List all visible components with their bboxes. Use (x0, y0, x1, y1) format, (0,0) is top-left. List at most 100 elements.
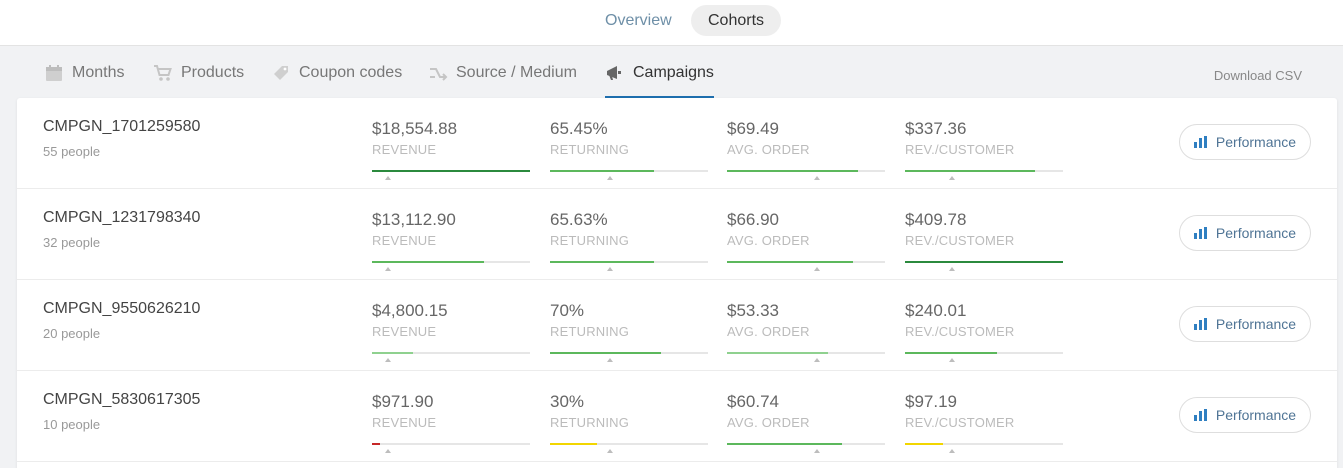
returning-metric: 70% RETURNING (550, 301, 708, 362)
average-marker-icon (949, 176, 956, 180)
average-marker-icon (384, 449, 391, 453)
average-marker-icon (607, 449, 614, 453)
revenue-bar (372, 170, 530, 172)
average-marker-icon (814, 176, 821, 180)
revenue-metric: $18,554.88 REVENUE (372, 119, 530, 180)
rev-customer-value: $97.19 (905, 392, 957, 411)
subtab-source-medium[interactable]: Source / Medium (428, 47, 577, 98)
rev-customer-value: $240.01 (905, 301, 967, 320)
returning-label: RETURNING (550, 324, 630, 339)
returning-metric: 65.45% RETURNING (550, 119, 708, 180)
avg-order-bar (727, 352, 885, 354)
returning-value: 30% (550, 392, 585, 411)
rev-customer-value: $337.36 (905, 119, 967, 138)
rev-customer-metric: $240.01 REV./CUSTOMER (905, 301, 1063, 362)
rev-customer-bar-fill (905, 170, 1035, 172)
rev-customer-bar (905, 170, 1063, 172)
avg-order-bar (727, 261, 885, 263)
performance-label: Performance (1215, 225, 1297, 241)
revenue-value: $13,112.90 (372, 210, 456, 229)
subtab-label: Months (72, 63, 125, 81)
avg-order-bar-fill (727, 352, 829, 354)
avg-order-bar (727, 443, 885, 445)
avg-order-bar-fill (727, 261, 854, 263)
rev-customer-metric: $337.36 REV./CUSTOMER (905, 119, 1063, 180)
average-marker-icon (607, 176, 614, 180)
average-marker-icon (949, 267, 956, 271)
people-count: 10 people (43, 417, 101, 432)
tab-cohorts[interactable]: Cohorts (691, 5, 782, 36)
rev-customer-metric: $409.78 REV./CUSTOMER (905, 210, 1063, 271)
subtab-coupon-codes[interactable]: Coupon codes (271, 47, 402, 98)
shuffle-icon (430, 67, 448, 81)
tab-overview[interactable]: Overview (605, 12, 672, 29)
avg-order-bar (727, 170, 885, 172)
returning-metric: 65.63% RETURNING (550, 210, 708, 271)
people-count: 55 people (43, 144, 101, 159)
avg-order-label: AVG. ORDER (727, 233, 810, 248)
subtab-months[interactable]: Months (44, 47, 124, 98)
rev-customer-metric: $97.19 REV./CUSTOMER (905, 392, 1063, 453)
revenue-bar (372, 443, 530, 445)
rev-customer-label: REV./CUSTOMER (905, 142, 1015, 157)
calendar-icon (46, 64, 62, 81)
rev-customer-label: REV./CUSTOMER (905, 415, 1015, 430)
subtab-products[interactable]: Products (153, 47, 244, 98)
avg-order-value: $53.33 (727, 301, 779, 320)
returning-value: 65.45% (550, 119, 608, 138)
rev-customer-label: REV./CUSTOMER (905, 233, 1015, 248)
avg-order-metric: $60.74 AVG. ORDER (727, 392, 885, 453)
rev-customer-bar (905, 352, 1063, 354)
rev-customer-bar-fill (905, 443, 943, 445)
performance-button[interactable]: Performance (1179, 215, 1311, 251)
average-marker-icon (949, 449, 956, 453)
returning-bar-fill (550, 261, 655, 263)
performance-label: Performance (1215, 134, 1297, 150)
revenue-bar-fill (372, 261, 485, 263)
subtab-label: Coupon codes (299, 63, 403, 81)
average-marker-icon (384, 176, 391, 180)
revenue-label: REVENUE (372, 142, 437, 157)
avg-order-bar-fill (727, 443, 843, 445)
performance-label: Performance (1215, 407, 1297, 423)
average-marker-icon (814, 449, 821, 453)
performance-button[interactable]: Performance (1179, 397, 1311, 433)
table-row: CMPGN_9550626210 20 people $4,800.15 REV… (17, 280, 1337, 371)
revenue-metric: $13,112.90 REVENUE (372, 210, 530, 271)
average-marker-icon (814, 267, 821, 271)
campaign-name: CMPGN_1701259580 (43, 118, 201, 135)
table-row: CMPGN_5830617305 10 people $971.90 REVEN… (17, 371, 1337, 462)
avg-order-metric: $66.90 AVG. ORDER (727, 210, 885, 271)
avg-order-value: $69.49 (727, 119, 779, 138)
cart-icon (154, 64, 172, 81)
revenue-label: REVENUE (372, 415, 437, 430)
average-marker-icon (814, 358, 821, 362)
performance-label: Performance (1215, 316, 1297, 332)
top-bar: Overview Cohorts (0, 0, 1343, 46)
download-csv-link[interactable]: Download CSV (1213, 68, 1302, 83)
table-row: CMPGN_1231798340 32 people $13,112.90 RE… (17, 189, 1337, 280)
campaign-name: CMPGN_9550626210 (43, 300, 201, 317)
performance-button[interactable]: Performance (1179, 124, 1311, 160)
revenue-value: $971.90 (372, 392, 434, 411)
revenue-bar (372, 352, 530, 354)
bar-chart-icon (1193, 136, 1207, 148)
revenue-label: REVENUE (372, 233, 437, 248)
avg-order-metric: $53.33 AVG. ORDER (727, 301, 885, 362)
revenue-bar-fill (372, 170, 530, 172)
returning-bar (550, 352, 708, 354)
bar-chart-icon (1193, 409, 1207, 421)
returning-bar-fill (550, 170, 655, 172)
avg-order-label: AVG. ORDER (727, 324, 810, 339)
performance-button[interactable]: Performance (1179, 306, 1311, 342)
returning-bar (550, 443, 708, 445)
revenue-bar-fill (372, 352, 414, 354)
returning-value: 65.63% (550, 210, 608, 229)
subtab-campaigns[interactable]: Campaigns (605, 47, 714, 99)
campaign-name: CMPGN_5830617305 (43, 391, 201, 408)
table-row: CMPGN_1701259580 55 people $18,554.88 RE… (17, 98, 1337, 189)
returning-value: 70% (550, 301, 585, 320)
returning-label: RETURNING (550, 142, 630, 157)
bar-chart-icon (1193, 318, 1207, 330)
tag-icon (274, 65, 288, 80)
